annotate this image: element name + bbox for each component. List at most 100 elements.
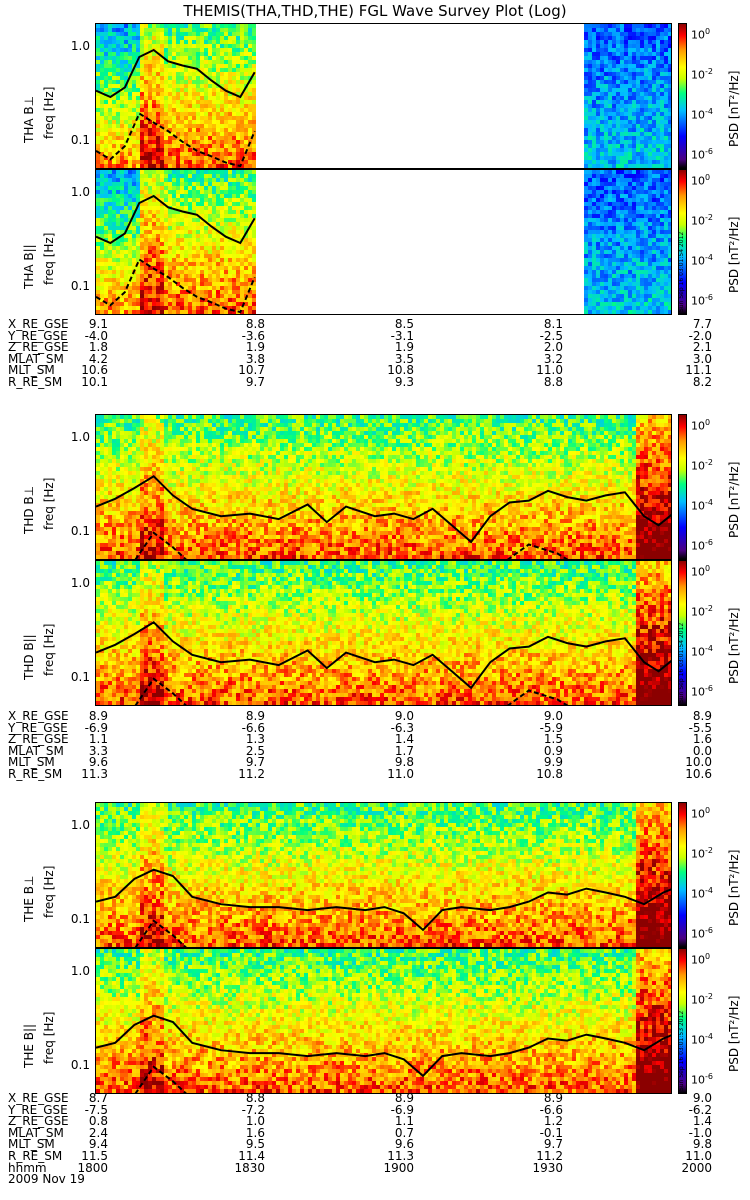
ephemeris-row-name: MLAT_SM	[8, 353, 93, 366]
ephemeris-value: 8.8	[205, 1092, 265, 1105]
ephemeris-row-name: R_RE_SM	[8, 1150, 93, 1163]
ephemeris-row: MLAT_SM 3.3 2.5 1.7 0.9 0.0	[8, 745, 712, 758]
ephemeris-value: 1.9	[205, 341, 265, 354]
freq-tick-label: 1.0	[40, 39, 90, 53]
ephemeris-value: 2000	[652, 1162, 712, 1175]
ephemeris-row: R_RE_SM 11.3 11.2 11.0 10.8 10.6	[8, 768, 712, 781]
ephemeris-value: 8.9	[652, 710, 712, 723]
ephemeris-value: 3.2	[503, 353, 563, 366]
colorbar-tick-label: 100	[691, 564, 710, 579]
timestamp-stamp: Sun Sep 16 03:01:53 2012	[678, 1011, 685, 1091]
ephemeris-row-name: MLAT_SM	[8, 1127, 93, 1140]
ephemeris-value: 11.5	[48, 1150, 108, 1163]
ephemeris-value: 9.0	[503, 710, 563, 723]
colorbar-tick-label: 10-4	[691, 253, 713, 268]
ephemeris-value: 9.9	[503, 757, 563, 769]
ephemeris-value: 10.7	[205, 365, 265, 377]
ephemeris-value: 9.6	[48, 757, 108, 769]
ephemeris-row: X_RE_GSE 8.9 8.9 9.0 9.0 8.9	[8, 710, 712, 723]
ephemeris-row: MLT_SM 9.6 9.7 9.8 9.9 10.0	[8, 757, 712, 769]
ephemeris-value: 11.0	[354, 768, 414, 781]
spectrogram-cells	[96, 170, 671, 314]
dashed-frequency-line	[96, 258, 256, 314]
colorbar-tick-label: 10-6	[691, 147, 713, 162]
ephemeris-value: 9.3	[354, 376, 414, 389]
ephemeris-row: MLAT_SM 4.2 3.8 3.5 3.2 3.0	[8, 353, 712, 366]
freq-axis-label: freq [Hz]	[42, 1012, 56, 1064]
panel-label: THE B||	[22, 1024, 36, 1068]
ephemeris-row-name: Y_RE_GSE	[8, 1104, 93, 1117]
colorbar	[678, 802, 687, 948]
ephemeris-value: 1830	[205, 1162, 265, 1175]
ephemeris-row: Y_RE_GSE -4.0 -3.6 -3.1 -2.5 -2.0	[8, 330, 712, 343]
spectrogram-panel	[95, 560, 672, 706]
freq-tick-label: 0.1	[40, 1058, 90, 1072]
ephemeris-row-name: Z_RE_GSE	[8, 733, 93, 746]
ephemeris-value: 10.8	[503, 768, 563, 781]
ephemeris-value: 2.5	[205, 745, 265, 758]
ephemeris-row: MLT_SM 10.6 10.7 10.8 11.0 11.1	[8, 365, 712, 377]
colorbar-tick-label: 10-6	[691, 684, 713, 699]
ephemeris-value: 9.4	[48, 1139, 108, 1151]
timestamp-stamp: Sun Sep 16 03:01:54 2012	[678, 232, 685, 312]
ephemeris-row-name: X_RE_GSE	[8, 1092, 93, 1105]
ephemeris-row-name: MLAT_SM	[8, 745, 93, 758]
ephemeris-value: 1.4	[354, 733, 414, 746]
ephemeris-value: 9.7	[205, 376, 265, 389]
ephemeris-value: 8.2	[652, 376, 712, 389]
colorbar-tick-label: 100	[691, 806, 710, 821]
ephemeris-row: Y_RE_GSE -6.9 -6.6 -6.3 -5.9 -5.5	[8, 722, 712, 735]
ephemeris-value: 0.0	[652, 745, 712, 758]
ephemeris-value: 8.9	[503, 1092, 563, 1105]
ephemeris-row-name: Z_RE_GSE	[8, 341, 93, 354]
spectrogram-svg	[96, 561, 671, 705]
ephemeris-value: 3.8	[205, 353, 265, 366]
ephemeris-row: MLAT_SM 2.4 1.6 0.7 -0.1 -1.0	[8, 1127, 712, 1140]
spectrogram-cells	[96, 561, 671, 705]
ephemeris-value: 11.1	[652, 365, 712, 377]
freq-axis-label: freq [Hz]	[42, 866, 56, 918]
ephemeris-value: -6.9	[48, 722, 108, 735]
solid-frequency-line	[96, 48, 256, 99]
dashed-frequency-line	[134, 677, 569, 705]
spectrogram-svg	[96, 949, 671, 1093]
ephemeris-value: 11.2	[205, 768, 265, 781]
ephemeris-value: 10.1	[48, 376, 108, 389]
ephemeris-value: 1900	[354, 1162, 414, 1175]
spectrogram-panel	[95, 948, 672, 1094]
ephemeris-value: 0.8	[48, 1115, 108, 1128]
ephemeris-value: -6.2	[652, 1104, 712, 1117]
colorbar-tick-label: 100	[691, 952, 710, 967]
spectrogram-panel	[95, 23, 672, 169]
spectrogram-cells	[96, 949, 671, 1093]
solid-frequency-line	[96, 1014, 671, 1078]
ephemeris-row-name: MLT_SM	[8, 1139, 93, 1151]
ephemeris-row-name: 2009 Nov 19	[8, 1173, 93, 1186]
ephemeris-table: X_RE_GSE 9.1 8.8 8.5 8.1 7.7 Y_RE_GSE -4.0 -3.6 -…	[8, 318, 712, 389]
ephemeris-row-name: X_RE_GSE	[8, 318, 93, 331]
ephemeris-value: 9.7	[503, 1139, 563, 1151]
colorbar-tick-label: 10-4	[691, 644, 713, 659]
ephemeris-value: -5.5	[652, 722, 712, 735]
ephemeris-value: -6.9	[354, 1104, 414, 1117]
ephemeris-value: 1.2	[503, 1115, 563, 1128]
ephemeris-value: 1.9	[354, 341, 414, 354]
ephemeris-value: 10.6	[652, 768, 712, 781]
ephemeris-value: 8.9	[354, 1092, 414, 1105]
freq-tick-label: 0.1	[40, 279, 90, 293]
ephemeris-value: 2.4	[48, 1127, 108, 1140]
colorbar-tick-label: 10-2	[691, 67, 713, 82]
colorbar	[678, 169, 687, 315]
ephemeris-value: 7.7	[652, 318, 712, 331]
colorbar-tick-label: 10-2	[691, 213, 713, 228]
colorbar-tick-label: 10-6	[691, 538, 713, 553]
freq-tick-label: 0.1	[40, 133, 90, 147]
ephemeris-row-name: hhmm	[8, 1162, 93, 1175]
colorbar	[678, 23, 687, 169]
ephemeris-row-name: MLT_SM	[8, 757, 93, 769]
ephemeris-value: 1.7	[354, 745, 414, 758]
ephemeris-value: 8.5	[354, 318, 414, 331]
ephemeris-value: 9.8	[354, 757, 414, 769]
ephemeris-row-name: X_RE_GSE	[8, 710, 93, 723]
spectrogram-svg	[96, 415, 671, 559]
